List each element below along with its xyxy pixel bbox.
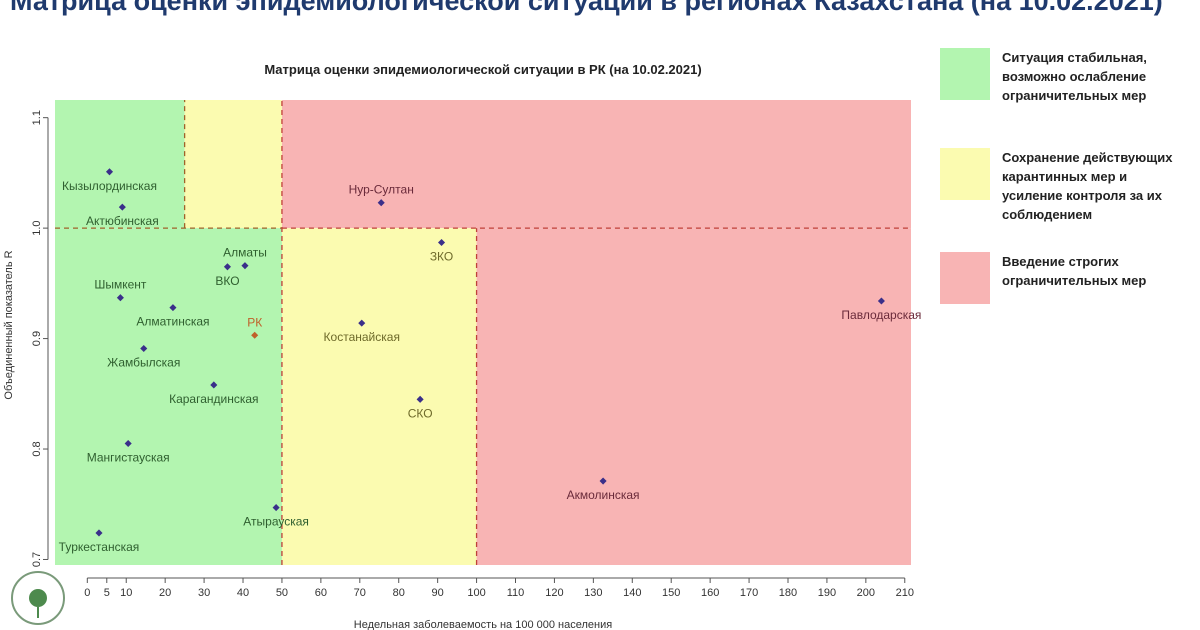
point [95,529,103,537]
legend-text: карантинных мер и [1002,169,1127,184]
point [210,381,218,389]
point-label: ВКО [215,274,239,288]
zone [184,100,282,229]
x-tick-label: 140 [623,587,641,599]
x-axis-label: Недельная заболеваемость на 100 000 насе… [354,619,612,630]
legend-swatch [940,48,990,100]
x-tick-label: 190 [818,587,836,599]
point-label: Алматинская [136,315,209,329]
legend-text: возможно ослабление [1002,69,1146,84]
point [438,238,446,247]
x-tick-label: 150 [662,587,680,599]
point-label: Акмолинская [567,488,640,502]
point [358,319,366,327]
zone [281,228,477,565]
x-tick-label: 30 [198,587,210,599]
point-label: Мангистауская [87,451,170,465]
x-tick-label: 40 [237,587,249,599]
x-tick-label: 160 [701,587,719,599]
x-tick-label: 90 [432,587,444,599]
chart-title: Матрица оценки эпидемиологической ситуац… [264,62,701,77]
logo [11,571,65,625]
point-label: Алматы [223,246,267,260]
x-tick-label: 50 [276,587,288,599]
point [377,199,385,207]
x-tick-label: 200 [857,587,875,599]
zone [55,100,185,229]
point [272,504,280,512]
y-tick-label: 1.1 [31,110,43,125]
point [118,203,126,211]
point-label: Павлодарская [841,308,921,322]
y-tick-label: 0.8 [31,441,43,456]
point-label: РК [247,315,262,329]
legend-text: ограничительных мер [1002,273,1146,288]
point [241,262,249,270]
y-tick-label: 1.0 [31,220,43,235]
point-label: СКО [408,406,433,420]
point-label: Туркестанская [59,540,140,554]
zone [281,100,912,229]
point-label: Шымкент [94,278,147,292]
x-tick-label: 0 [84,587,90,599]
legend-text: соблюдением [1002,207,1092,222]
point [124,439,132,448]
point [105,168,114,176]
point [140,344,148,353]
x-tick-label: 210 [896,587,914,599]
x-tick-label: 130 [584,587,602,599]
x-tick-label: 70 [354,587,366,599]
page-title: Матрица оценки эпидемиологической ситуац… [10,0,1163,16]
y-tick-label: 0.7 [31,552,43,567]
zone [55,228,282,565]
x-tick-label: 10 [120,587,132,599]
point [223,263,231,271]
point [416,395,424,403]
point [877,297,885,305]
x-tick-label: 100 [467,587,485,599]
x-tick-label: 180 [779,587,797,599]
legend-swatch [940,252,990,304]
legend-text: ограничительных мер [1002,88,1146,103]
point-label: Актюбинская [86,214,159,228]
x-tick-label: 5 [104,587,110,599]
x-tick-label: 110 [507,587,525,599]
point-label: Карагандинская [169,392,258,406]
point-label: Костанайская [324,330,400,344]
legend-text: усиление контроля за их [1002,188,1163,203]
legend-text: Ситуация стабильная, [1002,50,1147,65]
zones [55,100,912,565]
x-tick-label: 170 [740,587,758,599]
x-tick-label: 20 [159,587,171,599]
point-label: ЗКО [430,249,453,263]
x-tick-label: 80 [393,587,405,599]
point [599,477,607,485]
x-tick-label: 60 [315,587,327,599]
zone [476,228,911,565]
y-axis-label: Объединенный показатель R [3,250,15,399]
point-label: Жамбылская [107,356,180,370]
y-tick-label: 0.9 [31,331,43,346]
point-label: Нур-Султан [349,183,414,197]
legend-text: Сохранение действующих [1002,150,1173,165]
point [116,294,124,302]
point-label: Атырауская [243,515,309,529]
point-label: Кызылординская [62,179,157,193]
x-tick-label: 120 [545,587,563,599]
legend-swatch [940,148,990,200]
legend-text: Введение строгих [1002,254,1119,269]
